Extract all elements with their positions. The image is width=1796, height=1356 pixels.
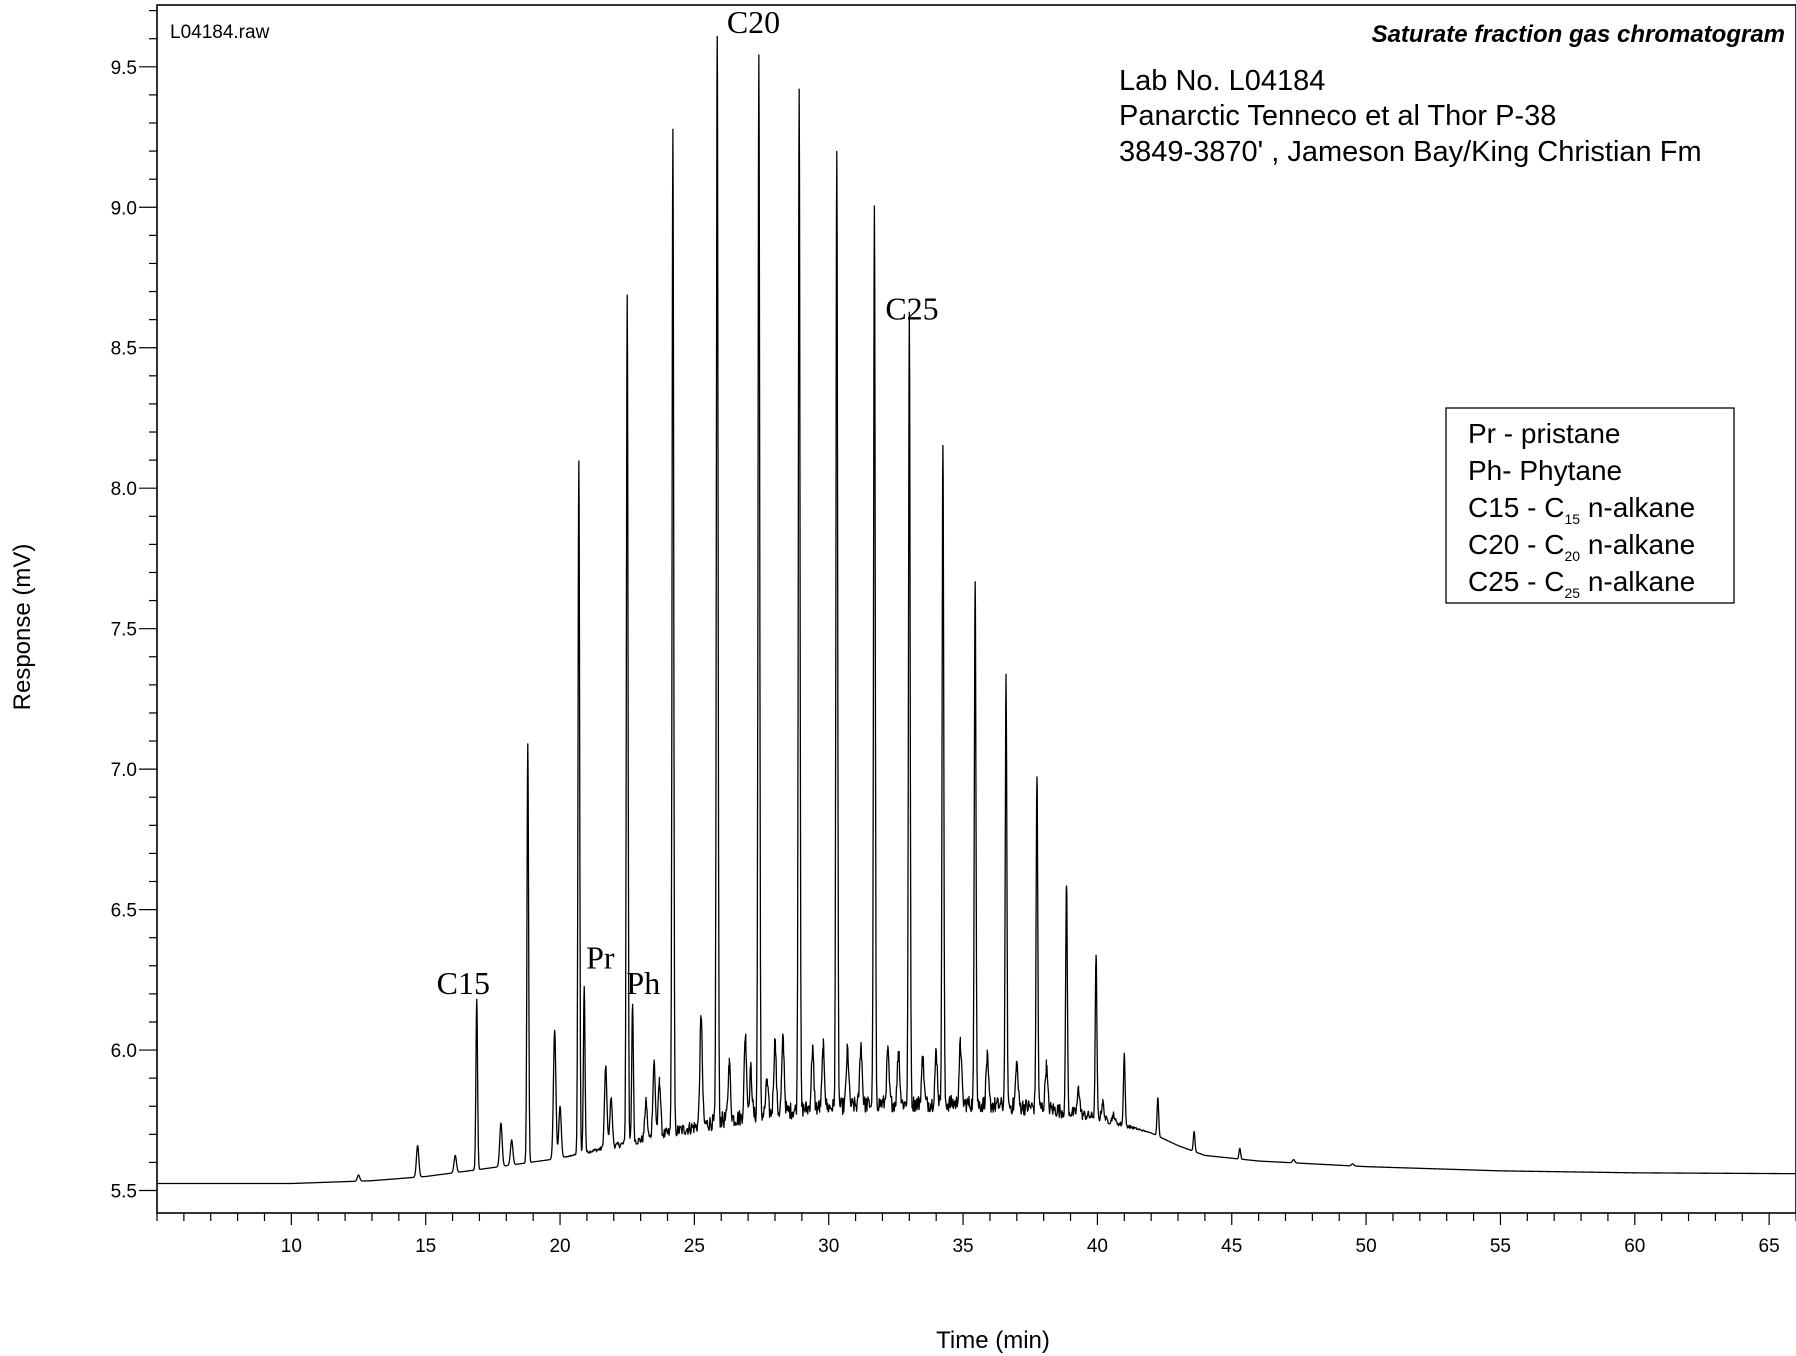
x-tick-label: 30 bbox=[818, 1236, 839, 1257]
y-tick-label: 7.5 bbox=[111, 620, 137, 641]
info-line-1: Lab No. L04184 bbox=[1119, 65, 1325, 97]
legend-box: Pr - pristane Ph- Phytane C15 - C15 n-alka… bbox=[1445, 407, 1735, 604]
info-line-3: 3849-3870' , Jameson Bay/King Christian … bbox=[1119, 136, 1702, 168]
plot-frame bbox=[156, 4, 1796, 1214]
x-axis-label: Time (min) bbox=[936, 1327, 1050, 1354]
x-tick-label: 25 bbox=[684, 1236, 705, 1257]
y-tick-label: 6.0 bbox=[111, 1041, 137, 1062]
peak-label-c25: C25 bbox=[885, 291, 938, 327]
y-tick-label: 5.5 bbox=[111, 1182, 137, 1203]
peak-label-c20: C20 bbox=[727, 4, 780, 40]
x-tick-label: 40 bbox=[1087, 1236, 1108, 1257]
y-tick-label: 6.5 bbox=[111, 901, 137, 922]
peak-label-c15: C15 bbox=[437, 965, 490, 1001]
x-tick-label: 60 bbox=[1624, 1236, 1645, 1257]
x-tick-label: 10 bbox=[281, 1236, 302, 1257]
x-tick-label: 45 bbox=[1221, 1236, 1242, 1257]
legend-entry: C15 - C15 n-alkane bbox=[1468, 492, 1695, 527]
y-axis-label: Response (mV) bbox=[9, 544, 36, 711]
x-tick-label: 15 bbox=[415, 1236, 436, 1257]
legend-entry: C20 - C20 n-alkane bbox=[1468, 529, 1695, 564]
legend-entry: C25 - C25 n-alkane bbox=[1468, 566, 1695, 601]
peak-labels: C15 Pr Ph C20 C25 bbox=[437, 4, 939, 1001]
axes: 10 15 20 25 30 35 40 45 50 55 60 65 5.5 6.0 6.5 7.0 7.5 8… bbox=[111, 10, 1796, 1257]
legend-entries: Pr - pristane Ph- Phytane C15 - C15 n-alka… bbox=[1468, 418, 1695, 601]
peak-label-pr: Pr bbox=[586, 940, 615, 976]
legend-frame bbox=[1445, 407, 1735, 604]
info-line-2: Panarctic Tenneco et al Thor P-38 bbox=[1119, 100, 1556, 132]
peak-label-ph: Ph bbox=[626, 965, 660, 1001]
y-tick-label: 8.0 bbox=[111, 479, 137, 500]
file-label: L04184.raw bbox=[170, 22, 270, 43]
legend-entry: Pr - pristane bbox=[1468, 418, 1621, 449]
chart-title: Saturate fraction gas chromatogram bbox=[1372, 21, 1785, 48]
y-tick-label: 9.5 bbox=[111, 58, 137, 79]
x-tick-label: 55 bbox=[1490, 1236, 1511, 1257]
x-tick-label: 35 bbox=[952, 1236, 973, 1257]
y-tick-label: 9.0 bbox=[111, 198, 137, 219]
y-tick-label: 7.0 bbox=[111, 760, 137, 781]
x-tick-label: 65 bbox=[1759, 1236, 1780, 1257]
y-tick-label: 8.5 bbox=[111, 339, 137, 360]
chromatogram-trace bbox=[156, 35, 1796, 1185]
x-tick-label: 20 bbox=[549, 1236, 570, 1257]
x-tick-label: 50 bbox=[1356, 1236, 1377, 1257]
legend-entry: Ph- Phytane bbox=[1468, 455, 1622, 486]
